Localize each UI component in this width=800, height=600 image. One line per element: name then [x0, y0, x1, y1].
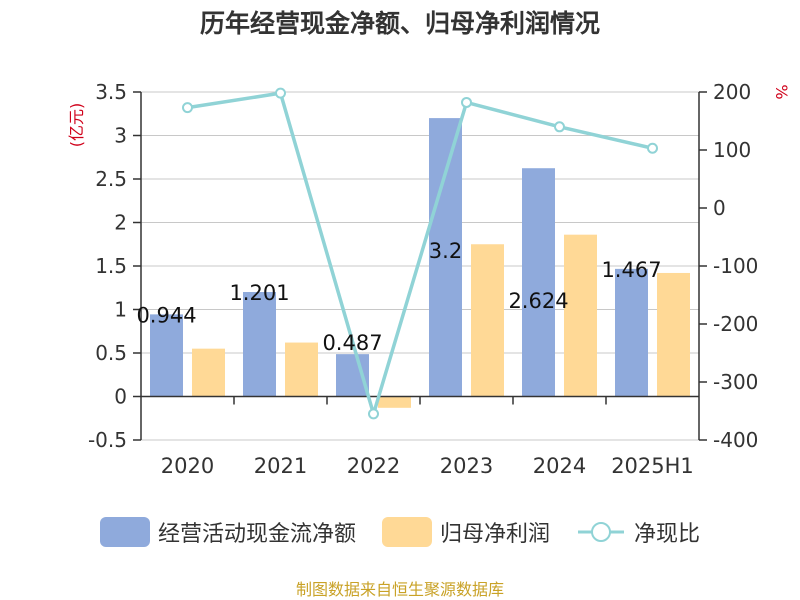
y-right-tick-label: -400 — [713, 428, 758, 452]
bar-operating-cash — [522, 168, 555, 397]
y-left-tick-label: 2.5 — [95, 167, 127, 191]
y-right-unit: % — [772, 84, 791, 99]
data-label-operating-cash: 0.944 — [136, 303, 196, 327]
y-left-tick-label: 3.5 — [95, 80, 127, 104]
legend-item-ratio[interactable]: 净现比 — [576, 516, 700, 548]
y-right-tick-label: -100 — [713, 254, 758, 278]
y-right-tick-label: 200 — [713, 80, 751, 104]
y-left-tick-label: 0 — [114, 385, 127, 409]
legend-item-operating-cash[interactable]: 经营活动现金流净额 — [99, 516, 356, 548]
legend: 经营活动现金流净额 归母净利润 净现比 — [0, 516, 800, 548]
bar-operating-cash — [615, 268, 648, 397]
data-label-operating-cash: 1.201 — [229, 281, 289, 305]
bar-operating-cash — [150, 314, 183, 397]
bar-net-profit — [192, 348, 225, 397]
data-label-operating-cash: 2.624 — [508, 289, 568, 313]
bar-net-profit — [564, 234, 597, 397]
ratio-point — [182, 102, 193, 114]
chart-title: 历年经营现金净额、归母净利润情况 — [199, 9, 600, 38]
tick-labels: -0.5 0 0.5 1 1.5 2 2.5 3 3.5 -400 -300 -200 -100 0 100… — [88, 80, 758, 478]
legend-item-net-profit[interactable]: 归母净利润 — [381, 516, 550, 548]
y-left-unit: (亿元) — [67, 103, 86, 148]
x-tick-label: 2021 — [254, 454, 307, 478]
gridlines — [141, 91, 699, 441]
y-right-tick-label: -300 — [713, 370, 758, 394]
legend-label-ratio: 净现比 — [634, 522, 701, 547]
bar-net-profit — [471, 244, 504, 397]
y-left-tick-label: 0.5 — [95, 341, 127, 365]
legend-swatch-operating-cash — [99, 517, 150, 547]
y-left-tick-label: 2 — [114, 211, 127, 235]
x-tick-label: 2022 — [347, 454, 400, 478]
x-tick-label: 2025H1 — [611, 454, 694, 478]
legend-label-operating-cash: 经营活动现金流净额 — [157, 522, 356, 547]
bar-net-profit — [657, 272, 690, 397]
y-left-tick-label: -0.5 — [88, 428, 127, 452]
x-tick-label: 2024 — [533, 454, 586, 478]
data-label-operating-cash: 0.487 — [322, 331, 382, 355]
ratio-point — [368, 408, 379, 420]
y-right-tick-label: -200 — [713, 312, 758, 336]
x-tick-label: 2020 — [161, 454, 214, 478]
ratio-point — [275, 87, 286, 99]
y-right-tick-label: 100 — [713, 138, 751, 162]
data-labels: 0.944 1.201 0.487 3.2 2.624 1.467 — [136, 239, 661, 355]
bar-operating-cash — [429, 118, 462, 397]
bar-net-profit — [285, 342, 318, 397]
ratio-point — [461, 96, 472, 108]
ratio-line — [187, 91, 653, 416]
legend-swatch-ratio — [578, 522, 624, 542]
bar-net-profit — [378, 396, 411, 408]
legend-marker — [591, 522, 611, 542]
axes — [133, 91, 707, 441]
legend-swatch-net-profit — [381, 517, 432, 547]
ratio-point — [554, 121, 565, 133]
y-left-tick-label: 1 — [114, 298, 127, 322]
y-left-tick-label: 1.5 — [95, 254, 127, 278]
x-tick-label: 2023 — [440, 454, 493, 478]
data-label-operating-cash: 3.2 — [429, 239, 462, 263]
y-left-tick-label: 3 — [114, 124, 127, 148]
bar-operating-cash — [243, 292, 276, 397]
ratio-point — [647, 142, 658, 154]
y-right-tick-label: 0 — [713, 196, 726, 220]
bar-layer — [150, 118, 690, 408]
legend-label-net-profit: 归母净利润 — [439, 522, 550, 547]
source-note: 制图数据来自恒生聚源数据库 — [295, 580, 504, 599]
ratio-line-layer — [182, 87, 658, 420]
data-label-operating-cash: 1.467 — [601, 258, 661, 282]
